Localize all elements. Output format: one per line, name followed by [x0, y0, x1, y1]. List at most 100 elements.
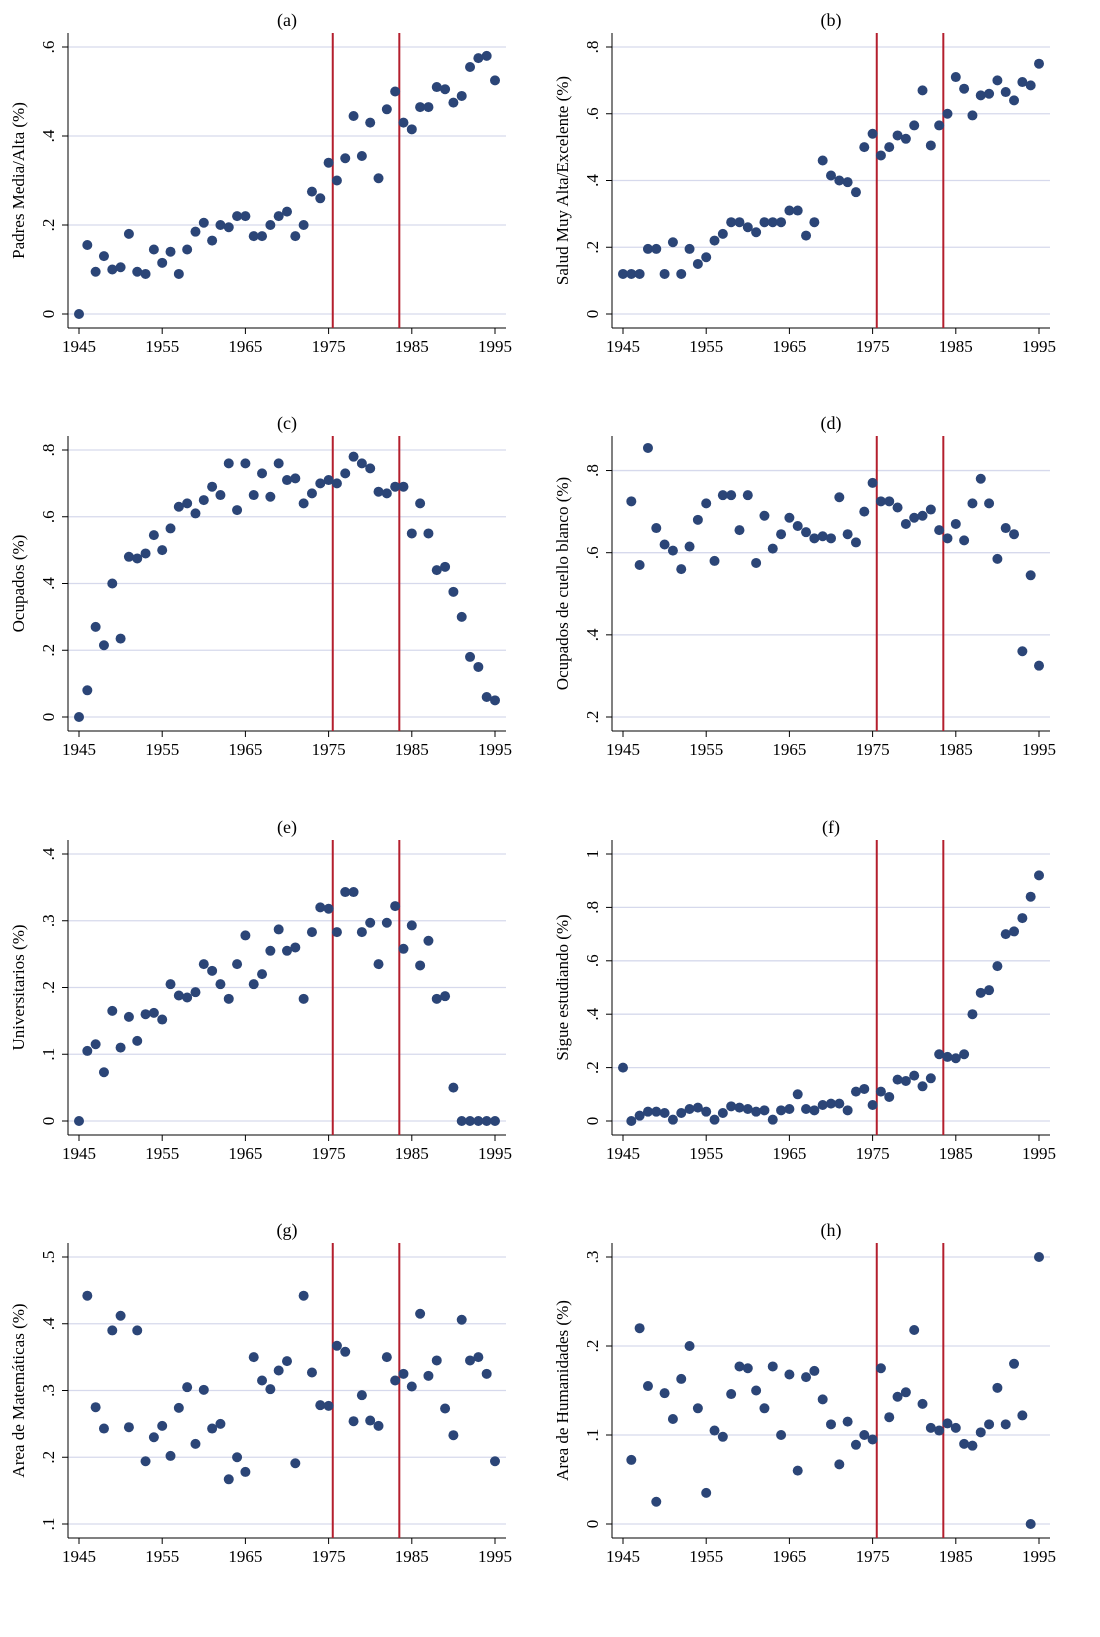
- point-a-42: [423, 102, 434, 113]
- point-c-17: [215, 490, 226, 501]
- point-e-2: [90, 1039, 101, 1050]
- point-a-22: [257, 231, 268, 242]
- point-h-48: [1025, 1519, 1036, 1529]
- point-a-15: [198, 217, 209, 228]
- point-d-3: [651, 523, 662, 534]
- point-a-26: [290, 231, 301, 242]
- point-b-36: [917, 85, 928, 96]
- point-b-33: [892, 130, 903, 141]
- point-d-10: [709, 555, 720, 566]
- point-f-11: [709, 1114, 720, 1125]
- point-c-41: [415, 498, 426, 509]
- point-a-38: [390, 86, 401, 97]
- xtick-label-h-1: 1955: [689, 1547, 723, 1566]
- point-f-3: [642, 1106, 653, 1117]
- point-h-14: [742, 1363, 753, 1374]
- point-f-15: [742, 1103, 753, 1114]
- point-e-8: [140, 1009, 151, 1020]
- point-c-36: [373, 486, 384, 497]
- point-b-29: [859, 142, 870, 153]
- point-h-11: [717, 1431, 728, 1442]
- point-b-0: [618, 268, 628, 279]
- xtick-label-e-4: 1985: [395, 1144, 429, 1163]
- xtick-label-e-3: 1975: [312, 1144, 346, 1163]
- point-f-4: [651, 1106, 662, 1117]
- point-c-11: [165, 523, 176, 534]
- point-f-26: [834, 1098, 845, 1109]
- ytick-label-f-3: .6: [583, 954, 602, 967]
- point-e-19: [232, 959, 243, 970]
- xtick-label-e-5: 1995: [478, 1144, 512, 1163]
- point-b-44: [984, 88, 995, 99]
- point-d-8: [692, 514, 703, 525]
- point-h-6: [676, 1373, 687, 1384]
- point-e-22: [257, 969, 268, 980]
- xtick-label-c-4: 1985: [395, 740, 429, 759]
- point-f-32: [884, 1091, 895, 1102]
- panel-c-ylabel: Ocupados (%): [9, 535, 28, 633]
- point-d-15: [751, 557, 762, 568]
- point-c-10: [157, 545, 168, 556]
- point-c-25: [282, 475, 292, 486]
- point-c-12: [173, 501, 184, 512]
- panel-c-title: (c): [277, 413, 297, 434]
- point-f-38: [934, 1049, 945, 1060]
- point-a-5: [115, 262, 126, 273]
- point-e-0: [74, 1116, 84, 1126]
- point-f-29: [859, 1083, 870, 1094]
- point-a-2: [90, 266, 101, 277]
- point-d-45: [1000, 523, 1011, 534]
- point-d-11: [717, 490, 728, 501]
- point-e-29: [315, 902, 326, 913]
- point-f-27: [842, 1105, 853, 1116]
- point-d-25: [834, 492, 845, 503]
- xtick-label-b-0: 1945: [606, 337, 640, 356]
- point-a-12: [173, 268, 184, 279]
- point-h-47: [1017, 1410, 1028, 1421]
- point-e-11: [165, 979, 176, 990]
- point-g-11: [173, 1402, 184, 1413]
- point-c-42: [423, 528, 434, 539]
- point-h-22: [809, 1365, 820, 1376]
- point-c-34: [356, 458, 367, 469]
- point-g-2: [98, 1423, 109, 1434]
- point-a-47: [465, 62, 476, 73]
- point-b-21: [792, 205, 803, 216]
- point-h-5: [667, 1413, 678, 1424]
- point-h-9: [701, 1487, 712, 1498]
- point-c-47: [465, 651, 476, 662]
- point-d-7: [684, 541, 695, 552]
- point-b-18: [767, 217, 778, 228]
- point-a-20: [240, 211, 251, 222]
- point-g-23: [273, 1365, 284, 1376]
- point-d-14: [742, 490, 753, 501]
- xtick-label-a-0: 1945: [62, 337, 96, 356]
- point-a-36: [373, 173, 384, 184]
- ytick-label-g-2: .3: [39, 1384, 58, 1397]
- point-b-30: [867, 128, 878, 139]
- point-d-17: [767, 543, 778, 554]
- point-b-6: [667, 237, 678, 248]
- point-d-18: [776, 529, 787, 540]
- xtick-label-d-0: 1945: [606, 740, 640, 759]
- point-d-31: [884, 496, 895, 507]
- point-a-50: [490, 75, 500, 86]
- point-c-49: [481, 691, 492, 702]
- point-b-10: [701, 252, 712, 263]
- point-d-13: [734, 525, 745, 536]
- panel-e-ylabel: Universitarios (%): [9, 924, 28, 1050]
- xtick-label-b-5: 1995: [1022, 337, 1056, 356]
- point-h-46: [1009, 1358, 1020, 1369]
- xtick-label-g-4: 1985: [395, 1547, 429, 1566]
- point-d-5: [667, 545, 678, 556]
- xtick-label-a-3: 1975: [312, 337, 346, 356]
- xtick-label-f-5: 1995: [1022, 1144, 1056, 1163]
- point-f-16: [751, 1106, 762, 1117]
- point-a-13: [182, 244, 193, 255]
- point-c-16: [207, 481, 218, 492]
- point-g-33: [356, 1390, 367, 1401]
- point-g-48: [481, 1368, 492, 1379]
- point-f-30: [867, 1099, 878, 1110]
- point-b-24: [817, 155, 828, 166]
- point-c-0: [74, 712, 84, 722]
